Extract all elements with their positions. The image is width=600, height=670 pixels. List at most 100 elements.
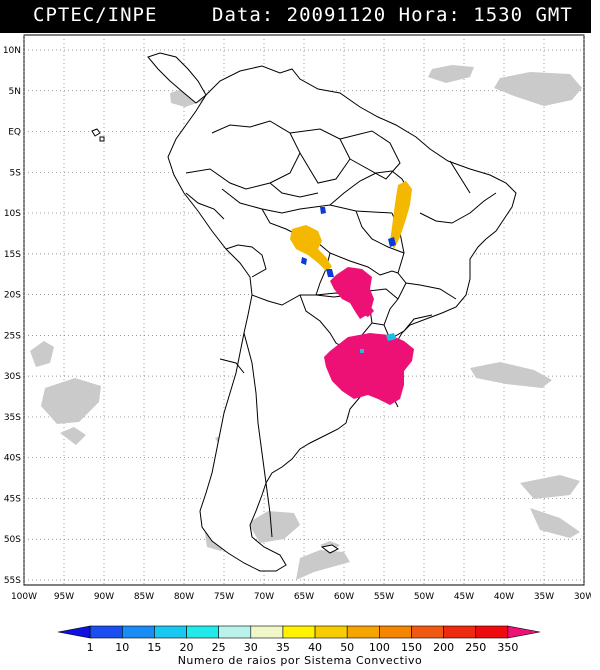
longitude-label: 45W <box>454 592 474 602</box>
latitude-label: 40S <box>4 454 21 464</box>
lightning-system-small-blue-3 <box>301 257 307 265</box>
colorbar-segment <box>186 625 219 639</box>
latitude-label: 25S <box>4 331 21 341</box>
latitude-label: 45S <box>4 494 21 504</box>
colorbar-label: 30 <box>244 641 258 652</box>
border <box>329 170 411 206</box>
colorbar-label: 200 <box>433 641 454 652</box>
border <box>221 188 393 214</box>
datetime-label: Data: 20091120 Hora: 1530 GMT <box>212 4 573 26</box>
latitude-label: 10S <box>4 209 21 219</box>
colorbar-segment <box>475 625 509 639</box>
border <box>391 212 457 300</box>
border <box>243 332 273 538</box>
border <box>211 120 301 184</box>
colorbar-label: 350 <box>497 641 518 652</box>
colorbar: 1 10 15 20 25 30 35 40 50 100 150 200 250 350 <box>57 625 541 652</box>
colorbar-label: 40 <box>308 641 322 652</box>
border <box>371 322 385 326</box>
colorbar-segment <box>250 625 284 639</box>
longitude-label: 65W <box>294 592 314 602</box>
cloud-patch <box>41 378 101 424</box>
latitude-label: EQ <box>8 128 21 138</box>
colorbar-label: 250 <box>465 641 486 652</box>
longitude-label: 100W <box>11 592 37 602</box>
lightning-system-amazonas-east <box>390 181 412 249</box>
border <box>449 160 471 194</box>
longitude-label: 70W <box>254 592 274 602</box>
date-label: Data: <box>212 4 275 26</box>
colorbar-label: 100 <box>369 641 390 652</box>
lightning-system-mato-grosso <box>290 225 332 271</box>
colorbar-segment <box>218 625 252 639</box>
cloud-patch <box>470 362 552 388</box>
border <box>219 358 245 374</box>
longitude-label: 80W <box>174 592 194 602</box>
galapagos-islands <box>91 128 105 142</box>
colorbar-segment <box>282 625 316 639</box>
colorbar-segment <box>154 625 187 639</box>
border <box>419 192 497 224</box>
latitude-label: 5N <box>9 87 21 97</box>
colorbar-label: 10 <box>115 641 129 652</box>
longitude-label: 95W <box>54 592 74 602</box>
longitude-label: 50W <box>414 592 434 602</box>
latitude-label: 50S <box>4 535 21 545</box>
colorbar-title: Numero de raios por Sistema Convectivo <box>177 654 423 667</box>
colorbar-label: 20 <box>180 641 194 652</box>
border <box>383 282 433 340</box>
longitude-label: 30W <box>574 592 591 602</box>
colorbar-segment <box>57 625 91 639</box>
border <box>355 210 405 254</box>
lightning-system-small-blue-2 <box>388 237 396 247</box>
lightning-system-mato-grosso-sul <box>330 267 374 319</box>
central-america-outline <box>147 52 207 104</box>
colorbar-segments <box>57 625 541 639</box>
lightning-system-small-blue-1 <box>320 207 326 214</box>
colorbar-segment <box>346 625 380 639</box>
colorbar-segment <box>314 625 348 639</box>
longitude-label: 90W <box>94 592 114 602</box>
lightning-system-rio-grande-sul <box>324 333 414 405</box>
colorbar-segment <box>411 625 444 639</box>
time-value: 1530 GMT <box>473 4 573 26</box>
cloud-patch <box>530 508 580 538</box>
longitude-label: 75W <box>214 592 234 602</box>
colorbar-label: 1 <box>87 641 94 652</box>
longitude-label: 35W <box>534 592 554 602</box>
cloud-patch <box>296 550 350 580</box>
colorbar-label: 150 <box>401 641 422 652</box>
cloud-patch <box>428 65 474 83</box>
longitude-label: 55W <box>374 592 394 602</box>
map-panel: 10N5NEQ5S10S15S20S25S30S35S40S45S50S55S … <box>3 34 591 602</box>
lightning-systems <box>290 181 414 405</box>
longitude-label: 40W <box>494 592 514 602</box>
latitude-label: 20S <box>4 291 21 301</box>
date-value: 20091120 <box>286 4 387 26</box>
latitude-label: 30S <box>4 372 21 382</box>
border <box>185 192 225 220</box>
latitude-labels: 10N 5N EQ 5S 10S 15S 20S 25S 30S 35S 40S 45S 50S 55S <box>3 46 21 586</box>
source-label: CPTEC/INPE <box>33 4 158 26</box>
colorbar-label: 15 <box>147 641 161 652</box>
border <box>225 244 267 278</box>
latitude-label: 10N <box>3 46 21 56</box>
falkland-islands <box>320 544 339 554</box>
latitude-label: 5S <box>10 168 22 178</box>
border <box>329 252 399 276</box>
colorbar-segment <box>379 625 412 639</box>
border <box>299 294 351 352</box>
cloud-patch <box>520 475 580 499</box>
colorbar-label: 25 <box>212 641 226 652</box>
colorbar-segment <box>89 625 123 639</box>
lightning-system-small-blue-4 <box>326 269 334 277</box>
colorbar-segment <box>507 625 541 639</box>
border <box>269 182 319 198</box>
border <box>339 130 401 180</box>
border <box>185 168 271 190</box>
latitude-label: 15S <box>4 250 21 260</box>
colorbar-label: 50 <box>340 641 354 652</box>
lightning-system-small-cyan <box>386 333 396 341</box>
colorbar-label: 35 <box>276 641 290 652</box>
cloud-patch <box>60 427 86 445</box>
